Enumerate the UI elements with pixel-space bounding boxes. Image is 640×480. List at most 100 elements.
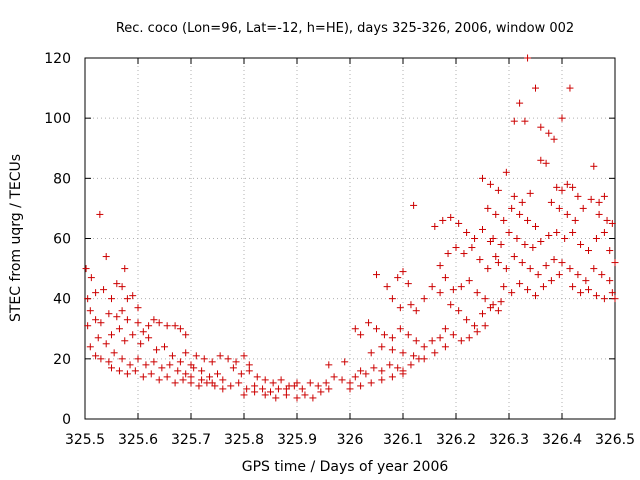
data-point [502,168,510,176]
data-point [399,349,407,357]
x-tick-label: 326 [337,432,364,448]
data-point [282,385,290,393]
data-point [134,355,142,363]
data-point [481,295,489,303]
data-point [97,355,105,363]
x-tick-label: 325.9 [277,432,317,448]
data-point [206,373,214,381]
data-point [341,358,349,366]
data-point [190,364,198,372]
y-tick-label: 60 [53,232,71,248]
data-point [171,322,179,330]
data-point [362,370,370,378]
data-point [486,180,494,188]
grid-lines [85,58,615,419]
data-point [508,289,516,297]
data-point [155,376,163,384]
data-point [142,361,150,369]
data-point [182,370,190,378]
data-point [251,388,259,396]
data-point [441,274,449,282]
data-point [463,228,471,236]
data-point [113,280,121,288]
data-point [404,280,412,288]
data-point [139,373,147,381]
data-point [577,289,585,297]
data-point [150,358,158,366]
data-point [182,349,190,357]
data-point [545,231,553,239]
data-point [351,373,359,381]
data-point [587,195,595,203]
data-point [388,373,396,381]
data-point [306,379,314,387]
data-point [555,271,563,279]
data-point [441,325,449,333]
data-point [182,331,190,339]
data-point [261,376,269,384]
data-point [131,367,139,375]
data-point [457,337,465,345]
data-point [179,376,187,384]
data-point [269,379,277,387]
data-point [595,198,603,206]
data-point [529,244,537,252]
data-point [537,238,545,246]
data-point [532,222,539,230]
data-point [192,352,200,360]
data-point [110,349,118,357]
data-point [396,325,404,333]
data-point [484,265,492,273]
data-point [82,265,90,273]
data-point [174,367,182,375]
data-point [571,216,579,224]
data-point [542,262,550,270]
data-point [229,364,237,372]
x-tick-label: 326.2 [436,432,476,448]
data-point [590,162,598,170]
data-point [357,382,365,390]
data-point [484,204,492,212]
data-point [566,265,574,273]
data-point [87,274,95,282]
data-point [208,379,216,387]
data-point [500,216,508,224]
data-point [147,370,155,378]
data-point [497,241,505,249]
data-point [198,376,206,384]
data-point [516,99,524,107]
data-point [171,379,179,387]
data-point [155,319,163,327]
data-point [145,322,153,330]
data-point [521,241,529,249]
chart-title: Rec. coco (Lon=96, Lat=-12, h=HE), days … [116,21,574,36]
data-point [367,349,375,357]
data-point [561,235,569,242]
data-point [497,298,505,306]
data-point [481,322,489,330]
data-point [325,361,333,369]
data-point [608,289,616,297]
data-point [494,307,502,315]
data-point [420,355,428,363]
data-point [537,123,545,131]
data-point [214,370,221,378]
data-point [569,283,577,291]
data-point [92,352,100,360]
data-point [590,265,598,273]
data-point [290,382,298,390]
data-point [431,222,439,230]
data-point [105,310,113,318]
x-tick-label: 325.5 [65,432,105,448]
data-point [577,241,585,249]
data-point [603,216,611,224]
data-point [338,376,346,384]
data-point [436,334,444,342]
data-point [168,352,176,360]
data-point [314,382,322,390]
data-point [378,343,386,351]
data-point [611,259,619,267]
data-point [563,180,571,188]
data-point [386,361,394,369]
data-point [471,322,479,330]
